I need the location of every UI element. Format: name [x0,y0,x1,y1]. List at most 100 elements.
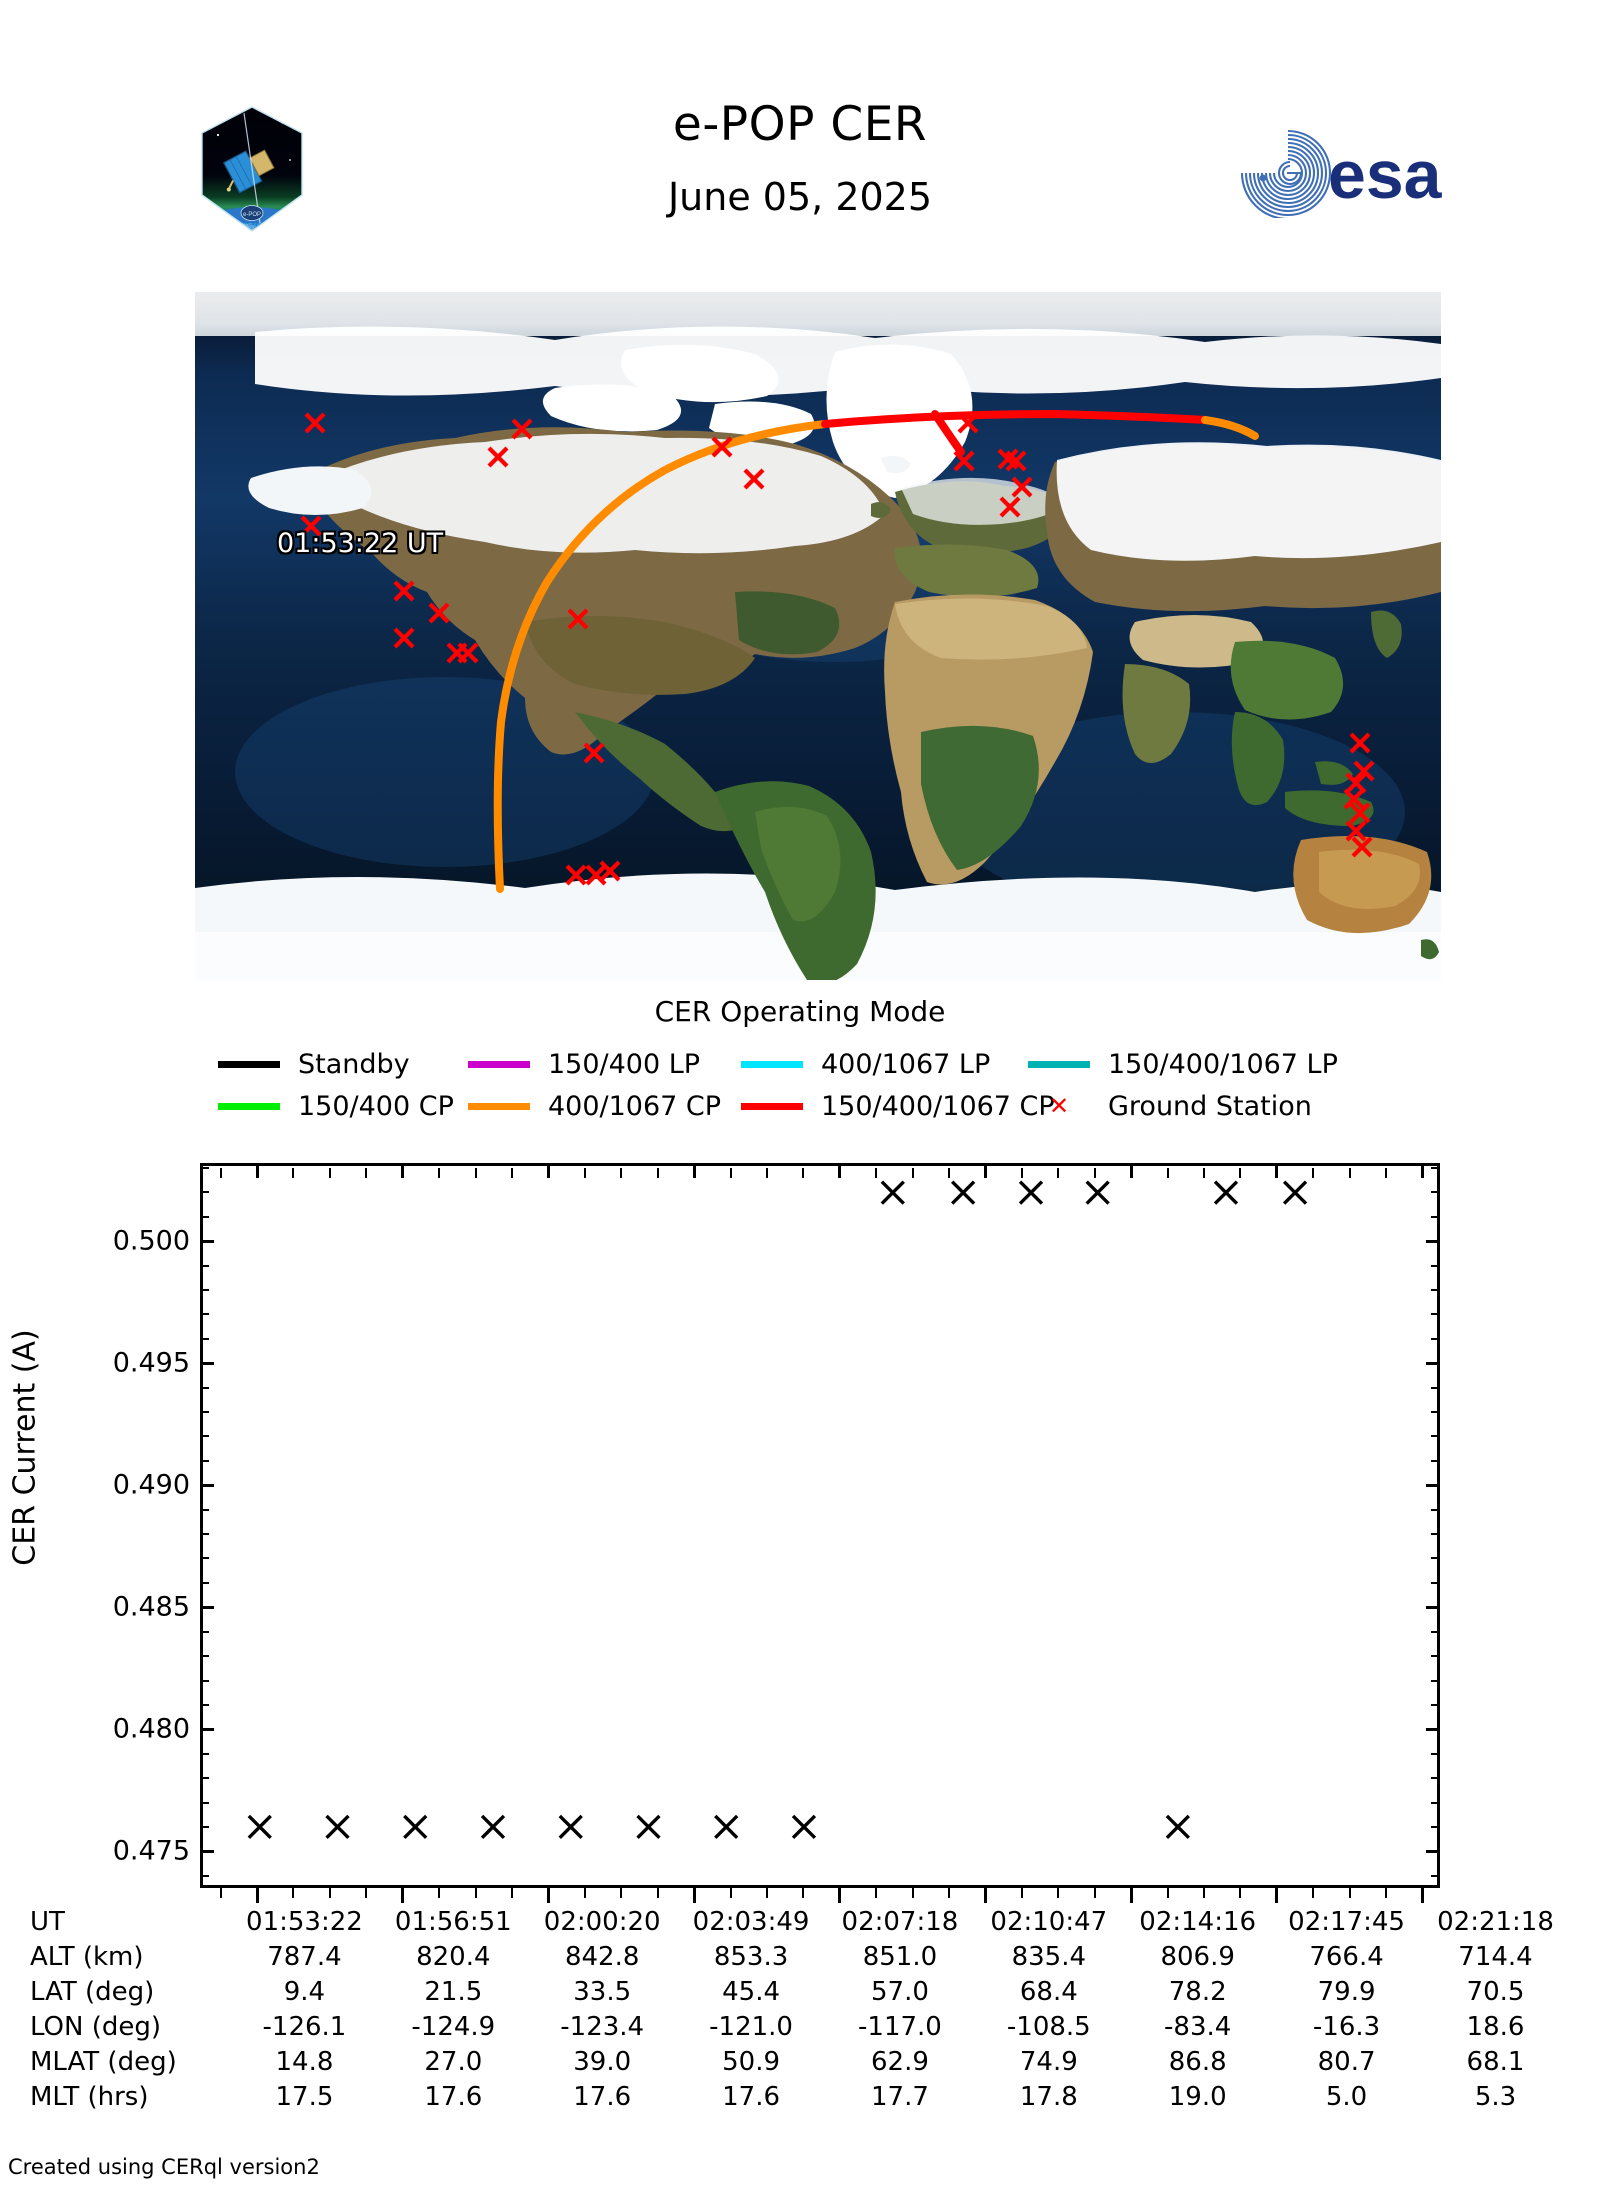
data-point-marker [558,1814,583,1840]
y-tick-major-right [1426,1361,1440,1365]
legend-row-2: 150/400 CP 400/1067 CP 150/400/1067 CP ✕… [218,1085,1448,1127]
table-cell: 19.0 [1168,2082,1227,2112]
table-cell: 17.8 [1019,2082,1078,2112]
table-cell: 02:17:45 [1288,1907,1405,1937]
table-cell: -121.0 [709,2012,793,2042]
table-cell: 851.0 [862,1942,938,1972]
y-tick-major-right [1426,1849,1440,1853]
table-cell: 68.1 [1466,2047,1525,2077]
table-cell: 17.6 [573,2082,632,2112]
cassiope-wordmark: CASSIOPE [228,221,277,231]
ephemeris-table: UT 01:53:22 01:56:51 02:00:20 02:03:49 02:07:… [30,1905,1570,2115]
table-cell: 714.4 [1458,1942,1533,1972]
data-point-marker [247,1814,272,1840]
y-tick-major [200,1361,214,1365]
x-tick-major [1275,1888,1279,1903]
x-tick-minor-top [802,1168,805,1178]
table-row-label: LON (deg) [30,2012,162,2042]
y-tick-minor [200,1533,209,1536]
legend-item-150-400-1067-lp: 150/400/1067 LP [1028,1049,1338,1080]
x-tick-minor [765,1888,768,1898]
table-cell: 806.9 [1160,1942,1235,1972]
x-tick-minor-top [656,1168,659,1178]
table-row-label: UT [30,1907,65,1937]
table-cell: 766.4 [1309,1942,1384,1972]
x-tick-minor [219,1888,222,1898]
x-tick-minor [729,1888,732,1898]
data-point-marker [480,1814,506,1840]
esa-logo: esa [1168,128,1468,221]
x-tick-minor-top [583,1168,586,1178]
legend-swatch-150-400-1067-lp [1028,1060,1090,1068]
data-point-marker [951,1180,976,1205]
legend-item-150-400-lp: 150/400 LP [468,1049,741,1080]
x-tick-minor-top [1312,1168,1315,1178]
y-tick-minor [200,1557,209,1560]
y-tick-minor [200,1264,209,1267]
table-cell: -126.1 [262,2012,347,2042]
y-tick-major-right [1426,1727,1440,1731]
y-tick-minor-right [1431,1630,1440,1633]
legend-swatch-400-1067-lp [741,1060,803,1068]
y-tick-minor-right [1431,1459,1440,1462]
table-cell: 5.0 [1325,2082,1368,2112]
track-red-descent [931,410,965,456]
x-tick-minor [948,1888,951,1898]
y-tick-minor [200,1874,209,1877]
table-row: MLT (hrs) 17.5 17.6 17.6 17.6 17.7 17.8 19.0 5.0… [30,2080,1570,2115]
x-tick-major-top [1129,1163,1133,1178]
y-tick-major [200,1849,214,1853]
y-tick-minor-right [1431,1166,1440,1169]
y-tick-minor [200,1410,209,1413]
x-tick-minor [1385,1888,1388,1898]
x-tick-major-top [692,1163,696,1178]
map-start-time-label: 01:53:22 UT [277,528,444,559]
x-tick-major-top [546,1163,550,1178]
legend-item-ground-station: ✕ Ground Station [1028,1091,1312,1122]
y-tick-minor [200,1313,209,1316]
table-cell: 17.6 [722,2082,780,2112]
cer-current-plot [200,1163,1440,1888]
y-tick-minor-right [1431,1288,1440,1291]
page-date: June 05, 2025 [667,175,933,219]
data-point-marker [791,1814,817,1840]
x-tick-major [1421,1888,1425,1903]
table-cell: 787.4 [267,1942,342,1972]
table-cell: 74.9 [1019,2047,1078,2077]
esa-wordmark: esa [1328,137,1443,213]
title-block: e-POP CER June 05, 2025 [400,95,1200,227]
table-row: ALT (km) 787.4 820.4 842.8 853.3 851.0 835.4 80… [30,1940,1570,1975]
table-cell: 02:10:47 [990,1907,1108,1937]
legend-item-400-1067-lp: 400/1067 LP [741,1049,1028,1080]
y-tick-minor [200,1703,209,1706]
y-tick-minor-right [1431,1557,1440,1560]
x-tick-minor-top [219,1168,222,1178]
x-tick-minor-top [292,1168,295,1178]
table-cell: -123.4 [560,2012,645,2042]
table-cell: 02:03:49 [692,1907,810,1937]
table-cell: 02:14:16 [1139,1907,1257,1937]
table-cell: 70.5 [1466,1977,1525,2007]
table-cell: 45.4 [722,1977,780,2007]
table-cell: 21.5 [424,1977,483,2007]
x-tick-minor [656,1888,659,1898]
data-point-marker [403,1814,428,1840]
x-tick-major [546,1888,550,1903]
table-cell: 835.4 [1011,1942,1087,1972]
table-row-label: MLAT (deg) [30,2047,177,2077]
data-point-marker [1018,1180,1044,1205]
ground-station-markers [300,412,1375,886]
x-tick-minor [1166,1888,1169,1898]
table-cell: 62.9 [870,2047,929,2077]
y-tick-minor-right [1431,1191,1440,1194]
y-tick-minor-right [1431,1655,1440,1658]
x-tick-minor [1348,1888,1351,1898]
y-tick-minor-right [1431,1264,1440,1267]
table-cell: 01:53:22 [246,1907,363,1937]
y-tick-minor [200,1679,209,1682]
table-cell: 02:07:18 [841,1907,959,1937]
table-cell: 18.6 [1466,2012,1525,2042]
x-tick-minor-top [438,1168,441,1178]
x-tick-major-top [1421,1163,1425,1178]
legend-label-150-400-cp: 150/400 CP [298,1090,454,1122]
